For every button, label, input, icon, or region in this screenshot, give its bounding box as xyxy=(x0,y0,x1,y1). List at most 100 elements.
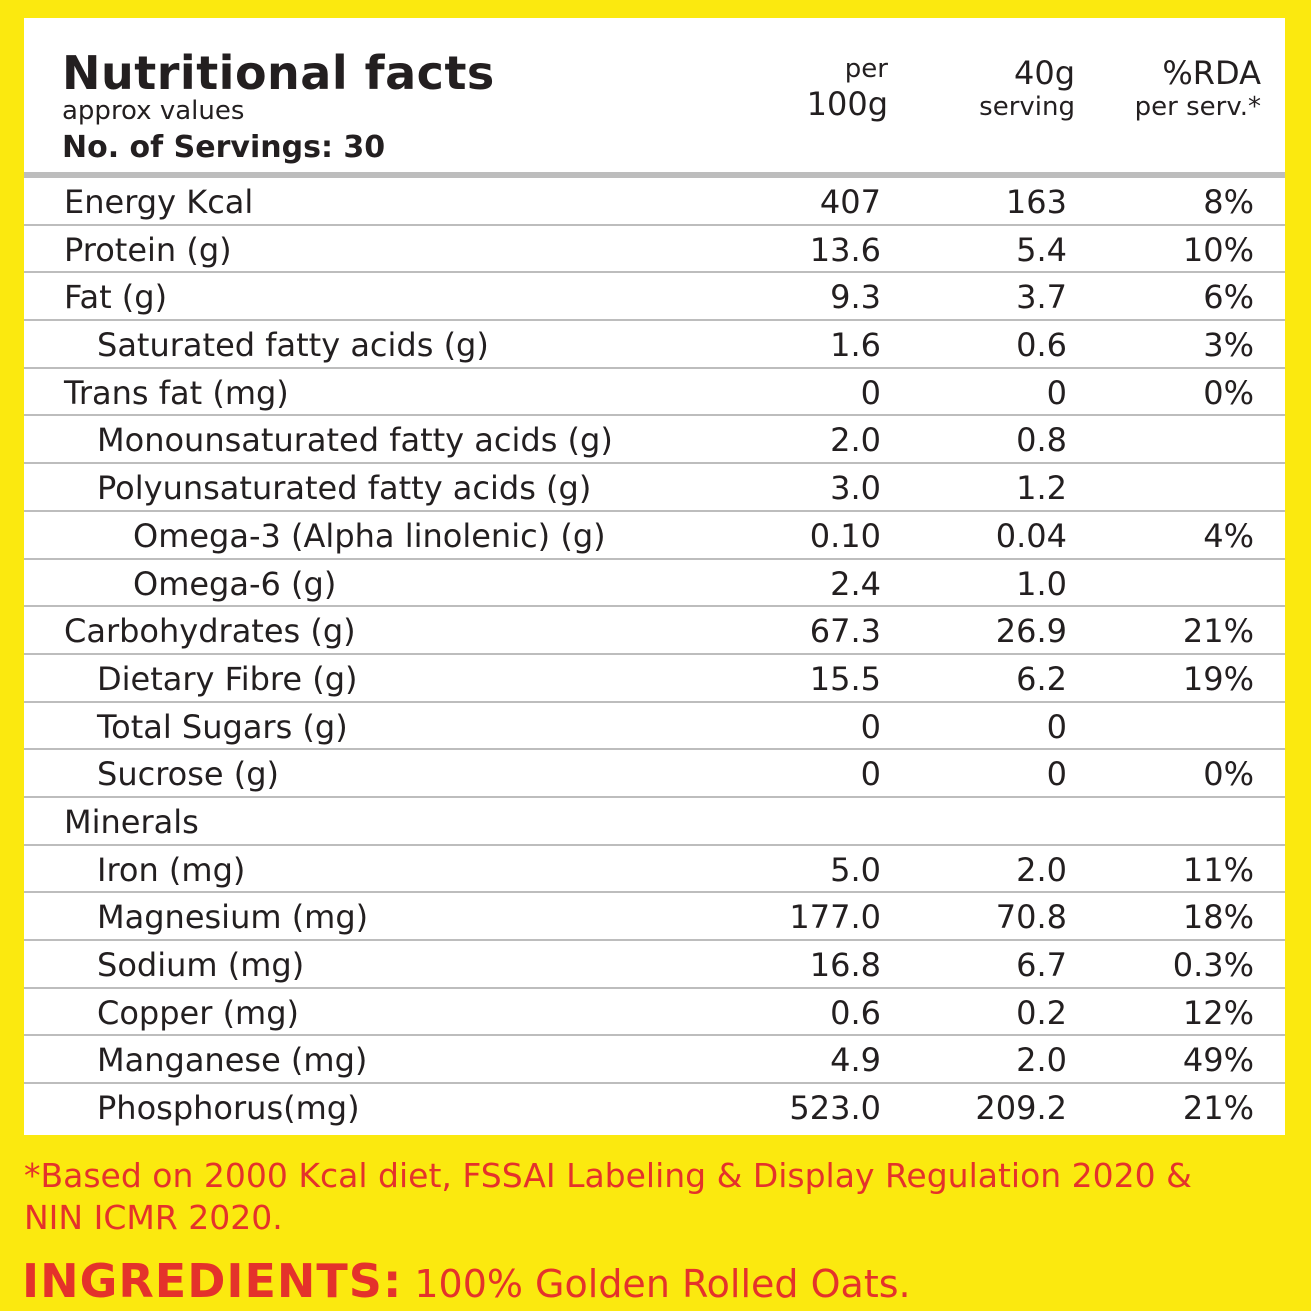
nutrient-label: Minerals xyxy=(64,802,199,841)
rda-value: 21% xyxy=(1182,1089,1254,1128)
table-row: Dietary Fibre (g) 15.5 6.2 19% xyxy=(24,655,1285,703)
serving-value: 26.9 xyxy=(995,612,1067,651)
nutrient-label: Magnesium (mg) xyxy=(97,898,369,937)
serving-value: 163 xyxy=(1005,183,1067,221)
rda-value: 12% xyxy=(1182,993,1254,1032)
table-row: Iron (mg) 5.0 2.0 11% xyxy=(24,846,1285,894)
table-row: Magnesium (mg) 177.0 70.8 18% xyxy=(24,893,1285,941)
rda-value: 3% xyxy=(1203,326,1254,365)
per-100g-value: 407 xyxy=(819,183,881,221)
table-row: Sucrose (g) 0 0 0% xyxy=(24,750,1285,798)
per-100g-value: 15.5 xyxy=(809,659,881,698)
rda-value: 0.3% xyxy=(1172,946,1254,984)
serving-value: 2.0 xyxy=(1016,850,1067,889)
per-100g-value: 0.10 xyxy=(809,516,881,555)
per-100g-value: 5.0 xyxy=(830,850,881,889)
serving-value: 0.2 xyxy=(1016,993,1067,1032)
panel-title: Nutritional facts xyxy=(62,46,495,100)
serving-value: 3.7 xyxy=(1016,278,1067,317)
table-row: Copper (mg) 0.6 0.2 12% xyxy=(24,989,1285,1037)
table-row: Polyunsaturated fatty acids (g) 3.0 1.2 xyxy=(24,464,1285,512)
column-header-bottom: 100g xyxy=(806,85,888,124)
header-divider xyxy=(24,172,1285,178)
per-100g-value: 4.9 xyxy=(830,1041,881,1080)
per-100g-value: 2.0 xyxy=(830,421,881,460)
nutrient-label: Fat (g) xyxy=(64,278,168,317)
rda-value: 4% xyxy=(1203,516,1254,555)
table-row: Trans fat (mg) 0 0 0% xyxy=(24,369,1285,417)
serving-value: 0.8 xyxy=(1016,421,1067,460)
serving-value: 209.2 xyxy=(975,1089,1067,1128)
table-row: Omega-3 (Alpha linolenic) (g) 0.10 0.04 … xyxy=(24,512,1285,560)
nutrient-label: Omega-6 (g) xyxy=(133,564,337,603)
table-row: Manganese (mg) 4.9 2.0 49% xyxy=(24,1036,1285,1085)
per-100g-value: 0 xyxy=(860,373,881,412)
per-100g-value: 0 xyxy=(860,755,881,794)
nutrition-panel: Nutritional facts approx values No. of S… xyxy=(24,18,1285,1135)
table-row: Omega-6 (g) 2.4 1.0 xyxy=(24,560,1285,608)
table-row: Carbohydrates (g) 67.3 26.9 21% xyxy=(24,607,1285,655)
table-row: Energy Kcal 407 163 8% xyxy=(24,178,1285,226)
nutrient-label: Saturated fatty acids (g) xyxy=(97,326,489,365)
table-row: Monounsaturated fatty acids (g) 2.0 0.8 xyxy=(24,416,1285,465)
nutrient-label: Trans fat (mg) xyxy=(64,373,289,412)
nutrient-label: Iron (mg) xyxy=(97,850,246,889)
table-row: Phosphorus(mg) 523.0 209.2 21% xyxy=(24,1084,1285,1132)
table-row: Saturated fatty acids (g) 1.6 0.6 3% xyxy=(24,321,1285,369)
per-100g-value: 2.4 xyxy=(830,564,881,603)
nutrient-label: Sodium (mg) xyxy=(97,946,305,984)
ingredients-heading: INGREDIENTS: xyxy=(22,1254,403,1308)
per-100g-value: 9.3 xyxy=(830,278,881,317)
ingredients-text: 100% Golden Rolled Oats. xyxy=(414,1262,911,1306)
serving-value: 6.2 xyxy=(1016,659,1067,698)
rda-value: 49% xyxy=(1182,1041,1254,1080)
nutrient-label: Sucrose (g) xyxy=(97,755,280,794)
column-header-serving: 40g serving xyxy=(979,54,1075,124)
rda-value: 19% xyxy=(1182,659,1254,698)
serving-value: 6.7 xyxy=(1016,946,1067,984)
serving-value: 0.6 xyxy=(1016,326,1067,365)
rda-value: 10% xyxy=(1182,230,1254,269)
table-row: Protein (g) 13.6 5.4 10% xyxy=(24,226,1285,274)
column-header-bottom: per serv.* xyxy=(1134,92,1261,123)
column-header-top: %RDA xyxy=(1162,54,1261,92)
column-header-top: 40g xyxy=(1013,54,1075,92)
serving-value: 2.0 xyxy=(1016,1041,1067,1080)
per-100g-value: 523.0 xyxy=(789,1089,881,1128)
rda-value: 18% xyxy=(1182,898,1254,937)
nutrient-label: Energy Kcal xyxy=(64,183,254,221)
nutrient-label: Manganese (mg) xyxy=(97,1041,368,1080)
table-row: Minerals xyxy=(24,798,1285,846)
per-100g-value: 3.0 xyxy=(830,469,881,508)
rda-value: 0% xyxy=(1203,755,1254,794)
servings-count: No. of Servings: 30 xyxy=(62,130,386,165)
rda-footnote: *Based on 2000 Kcal diet, FSSAI Labeling… xyxy=(24,1156,1192,1237)
serving-value: 0 xyxy=(1046,707,1067,746)
per-100g-value: 1.6 xyxy=(830,326,881,365)
rda-value: 21% xyxy=(1182,612,1254,651)
per-100g-value: 177.0 xyxy=(789,898,881,937)
per-100g-value: 0 xyxy=(860,707,881,746)
nutrient-label: Protein (g) xyxy=(64,230,232,269)
rda-value: 0% xyxy=(1203,373,1254,412)
per-100g-value: 16.8 xyxy=(809,946,881,984)
serving-value: 0 xyxy=(1046,755,1067,794)
column-header-rda: %RDA per serv.* xyxy=(1135,54,1261,124)
serving-value: 70.8 xyxy=(995,898,1067,937)
nutrition-table: Energy Kcal 407 163 8% Protein (g) 13.6 … xyxy=(24,178,1285,1132)
nutrient-label: Dietary Fibre (g) xyxy=(97,659,358,698)
table-row: Total Sugars (g) 0 0 xyxy=(24,703,1285,751)
serving-value: 1.0 xyxy=(1016,564,1067,603)
table-row: Sodium (mg) 16.8 6.7 0.3% xyxy=(24,941,1285,989)
column-header-per-100g: per 100g xyxy=(807,54,888,124)
panel-subtitle: approx values xyxy=(62,96,245,126)
per-100g-value: 67.3 xyxy=(809,612,881,651)
nutrient-label: Copper (mg) xyxy=(97,993,300,1032)
nutrient-label: Carbohydrates (g) xyxy=(64,612,356,651)
nutrient-label: Polyunsaturated fatty acids (g) xyxy=(97,469,592,508)
per-100g-value: 13.6 xyxy=(809,230,881,269)
table-row: Fat (g) 9.3 3.7 6% xyxy=(24,273,1285,322)
nutrient-label: Phosphorus(mg) xyxy=(97,1089,360,1128)
serving-value: 0 xyxy=(1046,373,1067,412)
nutrient-label: Total Sugars (g) xyxy=(97,707,348,746)
